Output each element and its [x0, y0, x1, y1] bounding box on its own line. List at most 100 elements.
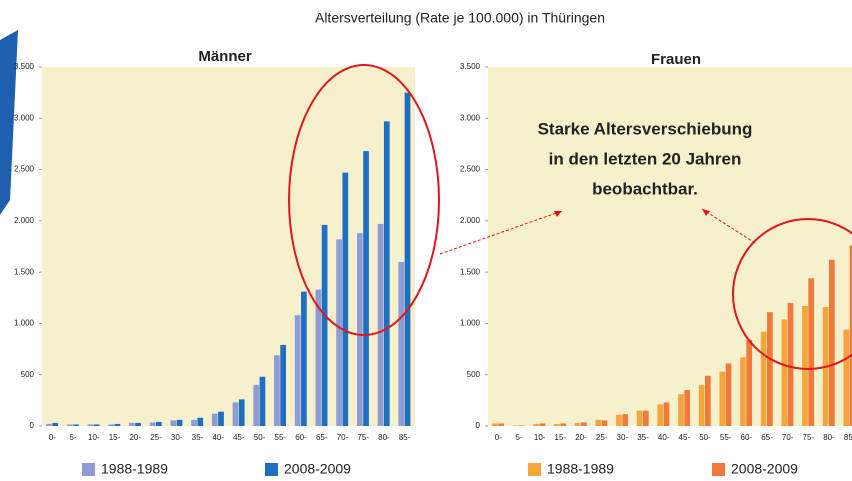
bar — [519, 425, 525, 426]
bar — [66, 424, 73, 426]
y-tick-label: 2.000 — [14, 216, 35, 225]
bar — [197, 417, 204, 426]
bar — [232, 402, 239, 426]
bar — [636, 410, 643, 426]
arrow-head — [554, 211, 562, 217]
bar — [601, 420, 608, 426]
bar — [218, 411, 224, 426]
x-tick-label: 50- — [254, 433, 266, 442]
bar — [678, 394, 684, 426]
bar — [574, 422, 581, 426]
annotation: beobachtbar. — [592, 179, 698, 198]
x-tick-label: 20- — [129, 433, 141, 442]
legend-label: 1988-1989 — [101, 461, 168, 477]
x-tick-label: 40- — [212, 433, 224, 442]
bar — [698, 384, 705, 426]
bar — [781, 319, 788, 426]
y-tick-label: 2.000 — [460, 216, 481, 225]
x-tick-label: 25- — [150, 433, 162, 442]
bar — [170, 420, 177, 426]
x-tick-label: 75- — [803, 433, 815, 442]
bar — [404, 92, 411, 427]
y-tick-label: 3.000 — [460, 113, 481, 122]
bar — [616, 414, 622, 426]
bar — [93, 424, 100, 426]
bar — [191, 419, 197, 426]
bar — [342, 172, 349, 426]
bar — [843, 329, 850, 426]
bar — [539, 423, 546, 426]
x-tick-label: 25- — [596, 433, 608, 442]
y-tick-label: 1.000 — [14, 319, 35, 328]
highlight-ellipse — [288, 64, 440, 336]
bar — [398, 261, 405, 426]
bar — [492, 423, 498, 426]
bar — [787, 302, 794, 426]
bar — [657, 404, 664, 426]
y-tick-label: 1.500 — [460, 267, 481, 276]
highlight-circle — [732, 218, 852, 370]
bar — [363, 151, 369, 426]
legend-label: 2008-2009 — [284, 461, 351, 477]
bar — [108, 424, 115, 426]
bar — [725, 363, 732, 426]
x-tick-label: 0- — [495, 433, 502, 442]
slide-title: Altersverteilung (Rate je 100.000) in Th… — [315, 10, 605, 26]
x-tick-label: 10- — [88, 433, 100, 442]
x-tick-label: 30- — [171, 433, 183, 442]
bar — [294, 315, 301, 426]
arrow-head — [702, 209, 710, 216]
y-tick-label: 1.000 — [460, 319, 481, 328]
bar — [211, 413, 218, 426]
bar — [498, 423, 505, 426]
bar — [356, 233, 363, 426]
bar — [808, 278, 815, 426]
bar — [829, 259, 835, 426]
x-tick-label: 55- — [275, 433, 287, 442]
legend-swatch — [712, 463, 725, 476]
bar — [321, 224, 328, 426]
x-tick-label: 55- — [720, 433, 732, 442]
y-tick-label: 0 — [476, 421, 481, 430]
bar — [746, 339, 753, 426]
bar — [849, 245, 852, 426]
x-tick-label: 65- — [761, 433, 773, 442]
bar — [280, 344, 287, 426]
decoration — [0, 30, 18, 215]
x-tick-label: 50- — [699, 433, 711, 442]
bar — [155, 421, 162, 426]
bar — [595, 419, 602, 426]
x-tick-label: 40- — [658, 433, 670, 442]
x-tick-label: 65- — [316, 433, 328, 442]
bar — [336, 239, 342, 426]
x-tick-label: 80- — [823, 433, 835, 442]
y-tick-label: 2.500 — [14, 165, 35, 174]
x-tick-label: 85- — [844, 433, 852, 442]
x-tick-label: 60- — [741, 433, 753, 442]
y-tick-label: 1.500 — [14, 267, 35, 276]
bar — [129, 422, 135, 426]
x-tick-label: 35- — [637, 433, 649, 442]
bar — [554, 423, 560, 426]
x-tick-label: 15- — [109, 433, 121, 442]
annotation: in den letzten 20 Jahren — [549, 149, 742, 168]
x-tick-label: 30- — [617, 433, 629, 442]
x-tick-label: 60- — [295, 433, 307, 442]
bar — [274, 355, 280, 426]
bar — [705, 375, 711, 426]
bar — [135, 422, 141, 426]
legend-swatch — [82, 463, 95, 476]
bar — [315, 289, 322, 426]
x-tick-label: 45- — [233, 433, 245, 442]
bar — [622, 414, 629, 426]
bar — [253, 384, 260, 426]
bar — [560, 423, 567, 426]
bar — [46, 423, 52, 426]
y-tick-label: 500 — [467, 370, 481, 379]
bar — [377, 223, 384, 426]
bar — [802, 305, 808, 426]
x-tick-label: 85- — [399, 433, 411, 442]
chart-title: Frauen — [651, 51, 701, 68]
x-tick-label: 70- — [782, 433, 794, 442]
